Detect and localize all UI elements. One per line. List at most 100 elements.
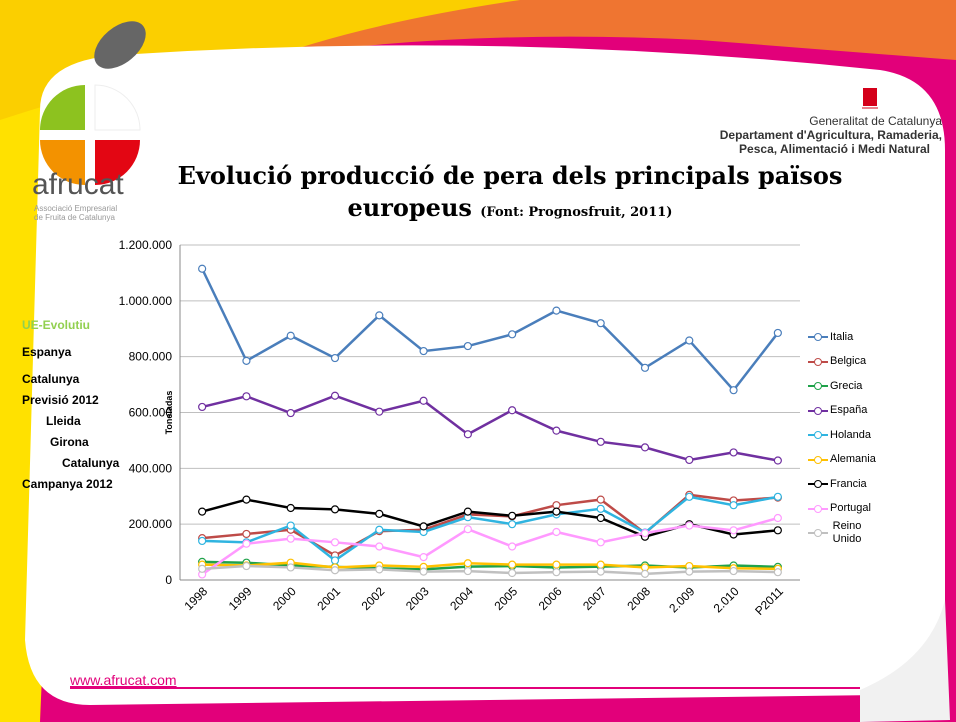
x-tick-label: 2001: [314, 584, 343, 613]
menu-item[interactable]: Lleida: [46, 414, 81, 428]
series-line: [201, 394, 779, 462]
menu-item[interactable]: Campanya 2012: [22, 477, 113, 491]
legend-swatch: [808, 333, 828, 341]
series-marker: [286, 408, 295, 418]
legend-marker: [814, 406, 822, 415]
series-marker: [330, 391, 340, 400]
x-tick-label: 2000: [270, 584, 299, 613]
series-marker: [330, 556, 340, 565]
series-marker: [286, 503, 295, 513]
website-link[interactable]: www.afrucat.com: [70, 672, 177, 688]
series-marker: [286, 563, 295, 572]
legend-item: Grecia: [808, 379, 878, 393]
legend-marker: [814, 357, 822, 366]
series-marker: [685, 455, 694, 465]
legend-item: Francia: [808, 477, 878, 491]
series-marker: [773, 328, 782, 338]
logo-piece: [40, 140, 85, 185]
y-axis-label: Toneladas: [164, 391, 174, 435]
menu-item[interactable]: Catalunya: [62, 456, 120, 470]
series-marker: [286, 534, 295, 543]
y-tick-label: 0: [165, 573, 172, 587]
series-marker: [375, 407, 384, 416]
series-marker: [596, 504, 605, 513]
x-tick-label: 2002: [359, 584, 388, 613]
chart-subtitle: (Font: Prognosfruit, 2011): [480, 205, 673, 220]
legend-label: Portugal: [830, 502, 871, 514]
x-tick-label: 2.010: [711, 584, 742, 615]
legend-label: Holanda: [830, 428, 871, 441]
series-marker: [508, 511, 517, 520]
series-marker: [198, 402, 207, 412]
series-marker: [508, 568, 517, 578]
series-marker: [419, 553, 428, 562]
legend-marker: [814, 333, 822, 341]
x-tick-label: 2004: [447, 584, 476, 613]
series-marker: [640, 443, 650, 452]
legend-item: Belgica: [808, 355, 878, 369]
series-marker: [552, 527, 561, 537]
series-marker: [640, 569, 650, 578]
legend-marker: [814, 382, 822, 390]
series-marker: [773, 456, 782, 465]
legend-swatch: [808, 455, 828, 464]
series-marker: [596, 513, 605, 523]
series-marker: [685, 492, 694, 501]
series-marker: [198, 264, 207, 273]
series-marker: [596, 567, 605, 576]
series-marker: [242, 529, 251, 539]
menu-item[interactable]: Previsió 2012: [22, 393, 99, 407]
legend-marker: [814, 455, 822, 464]
legend-label: Reino Unido: [832, 520, 862, 545]
x-tick-label: 2008: [624, 584, 653, 613]
y-tick-label: 400.000: [129, 461, 173, 475]
y-tick-label: 1.200.000: [119, 238, 173, 252]
series-marker: [729, 501, 738, 510]
series-marker: [198, 507, 207, 516]
bg-band: [0, 0, 956, 120]
series-marker: [463, 559, 472, 568]
menu-item[interactable]: UE-Evolutiu: [22, 318, 90, 332]
series-marker: [242, 392, 251, 401]
menu-item[interactable]: Espanya: [22, 345, 72, 359]
series-marker: [729, 386, 738, 395]
series-marker: [375, 542, 384, 551]
logo-sub: de Fruita de Catalunya: [34, 213, 115, 222]
x-tick-label: 2006: [536, 584, 565, 613]
chart-title: Evolució producció de pera dels principa…: [177, 161, 843, 222]
series-marker: [463, 566, 472, 576]
legend-swatch: [808, 357, 828, 366]
series-marker: [375, 565, 384, 574]
series-marker: [773, 513, 782, 523]
legend-swatch: [808, 504, 828, 513]
series-marker: [729, 566, 738, 576]
legend-swatch: [808, 529, 828, 537]
series-marker: [330, 538, 340, 547]
series-marker: [375, 311, 384, 320]
series-line: [202, 561, 778, 571]
series-marker: [552, 426, 561, 435]
logo-piece: [94, 84, 141, 131]
gov-emblem: [863, 88, 877, 106]
series-marker: [773, 568, 782, 577]
logo-sub: Associació Empresarial: [34, 204, 118, 213]
series-line: [201, 516, 779, 576]
series-marker: [640, 363, 650, 372]
series-marker: [508, 330, 517, 339]
series-marker: [242, 356, 251, 365]
menu-item[interactable]: Catalunya: [22, 372, 80, 386]
series-marker: [419, 522, 428, 531]
menu-item[interactable]: Girona: [50, 435, 89, 449]
legend-swatch: [808, 382, 828, 390]
x-tick-label: 1999: [226, 584, 255, 613]
gov-name: Generalitat de Catalunya: [809, 114, 942, 128]
legend-item: Holanda: [808, 428, 878, 442]
series-marker: [729, 448, 738, 457]
series-marker: [375, 525, 384, 534]
logo-piece: [40, 85, 85, 130]
series-line: [201, 268, 779, 393]
series-marker: [286, 521, 295, 530]
x-tick-label: 2005: [491, 584, 520, 613]
logo-piece: [95, 140, 140, 185]
